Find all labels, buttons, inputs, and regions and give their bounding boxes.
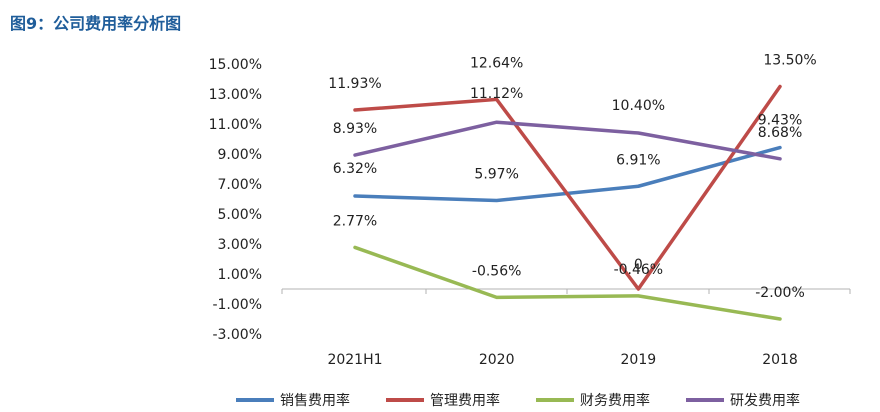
series-line xyxy=(353,120,782,161)
data-label: 13.50% xyxy=(763,53,816,69)
y-tick-label: 3.00% xyxy=(218,237,262,253)
data-label: 6.91% xyxy=(616,152,660,168)
x-tick-label: 2021H1 xyxy=(327,352,382,368)
data-label: -0.46% xyxy=(614,262,664,278)
data-label: -2.00% xyxy=(755,285,805,301)
data-label: 8.93% xyxy=(333,121,377,137)
data-label: 2.77% xyxy=(333,213,377,229)
y-tick-label: 13.00% xyxy=(209,87,262,103)
legend-item: 财务费用率 xyxy=(536,392,650,409)
legend-label: 管理费用率 xyxy=(430,392,500,409)
y-tick-label: 9.00% xyxy=(218,147,262,163)
figure-title: 图9：公司费用率分析图 xyxy=(10,14,182,33)
data-label: 0 xyxy=(634,257,643,273)
y-axis: 15.00% 13.00% 11.00% 9.00% 7.00% 5.00% 3.00% 1.… xyxy=(209,57,262,343)
data-label: 11.93% xyxy=(328,76,381,92)
x-tick-label: 2020 xyxy=(479,352,515,368)
data-label: 10.40% xyxy=(612,98,665,114)
data-label: 6.32% xyxy=(333,161,377,177)
data-label: -0.56% xyxy=(472,263,522,279)
data-label: 12.64% xyxy=(470,55,523,71)
legend-label: 研发费用率 xyxy=(730,392,800,409)
y-tick-label: 15.00% xyxy=(209,57,262,73)
data-label: 11.12% xyxy=(470,86,523,102)
legend-label: 销售费用率 xyxy=(280,392,350,409)
y-tick-label: 11.00% xyxy=(209,117,262,133)
x-tick-label: 2019 xyxy=(621,352,657,368)
y-tick-label: -1.00% xyxy=(212,297,262,313)
x-tick-label: 2018 xyxy=(762,352,798,368)
legend: 销售费用率 管理费用率 财务费用率 研发费用率 xyxy=(236,392,800,409)
y-tick-label: 7.00% xyxy=(218,177,262,193)
data-label: 9.43% xyxy=(758,113,802,129)
series-layer xyxy=(353,84,782,321)
y-tick-label: 1.00% xyxy=(218,267,262,283)
legend-item: 研发费用率 xyxy=(686,392,800,409)
series-line xyxy=(353,84,782,291)
legend-label: 财务费用率 xyxy=(580,392,650,409)
y-tick-label: -3.00% xyxy=(212,327,262,343)
data-labels: 6.32% 5.97% 6.91% 9.43% 11.93% 12.64% 0 13.50% 2… xyxy=(328,53,816,302)
legend-item: 销售费用率 xyxy=(236,392,350,409)
data-label: 5.97% xyxy=(474,167,518,183)
series-line xyxy=(353,245,782,321)
x-axis: 2021H1 2020 2019 2018 xyxy=(281,289,851,368)
legend-item: 管理费用率 xyxy=(386,392,500,409)
y-tick-label: 5.00% xyxy=(218,207,262,223)
data-label: 8.68% xyxy=(758,125,802,141)
